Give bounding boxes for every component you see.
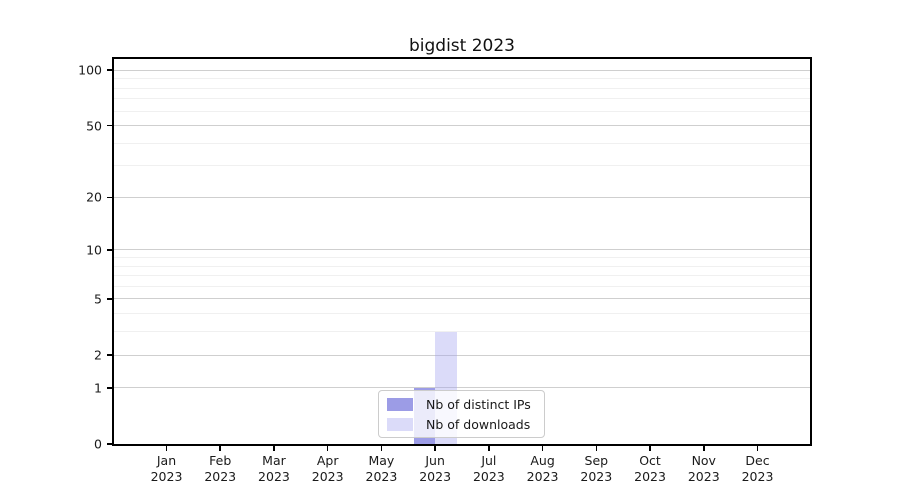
gridline-major [114, 196, 810, 198]
x-tick-label: Dec 2023 [741, 453, 774, 485]
gridline-major [114, 125, 810, 127]
x-tick-mark [219, 446, 222, 451]
gridline-minor [114, 110, 810, 112]
y-tick-label: 5 [94, 291, 102, 307]
plot-area: 0 1 2 5 10 20 50 100 Jan 2023 Feb 2023 Mar 2023 Ap… [78, 57, 812, 484]
gridline-minor [114, 313, 810, 315]
x-tick-label: Jan 2023 [150, 453, 183, 485]
y-tick-mark [107, 298, 112, 300]
x-tick-label: May 2023 [365, 453, 398, 485]
y-tick-label: 1 [94, 380, 102, 396]
x-tick-mark [649, 446, 651, 451]
x-tick-label: Feb 2023 [204, 453, 237, 485]
gridline-minor [114, 142, 810, 144]
legend-swatch-downloads-icon [387, 417, 413, 431]
x-tick-mark [273, 446, 275, 451]
gridline-minor [114, 165, 810, 167]
gridline-major [114, 387, 810, 389]
y-tick-label: 100 [78, 62, 102, 78]
y-tick-label: 0 [94, 436, 102, 452]
x-tick-mark [702, 446, 705, 451]
x-tick-label: Jul 2023 [472, 453, 505, 485]
legend-label-distinct-ips: Nb of distinct IPs [426, 396, 531, 412]
legend-swatch-distinct-ips-icon [387, 397, 413, 411]
gridline-minor [114, 257, 810, 258]
x-tick-label: Oct 2023 [634, 453, 666, 485]
x-tick-label: Aug 2023 [526, 453, 559, 485]
gridline-major [114, 249, 810, 251]
legend-label-downloads: Nb of downloads [426, 416, 531, 432]
legend-entry-downloads: Nb of downloads [387, 416, 536, 433]
y-tick-mark [107, 387, 112, 389]
gridline-major [114, 298, 810, 300]
y-tick-mark [107, 69, 112, 71]
chart-title: bigdist 2023 [408, 36, 515, 56]
x-tick-label: Apr 2023 [311, 453, 344, 485]
x-tick-label: Sep 2023 [580, 453, 613, 485]
x-tick-mark [326, 446, 329, 451]
y-tick-mark [107, 196, 112, 199]
x-tick-label: Nov 2023 [687, 453, 720, 485]
x-tick-mark [595, 446, 598, 451]
gridline-minor [114, 265, 810, 267]
y-tick-mark [107, 248, 112, 251]
x-tick-mark [434, 446, 436, 451]
x-tick-label: Mar 2023 [258, 453, 290, 485]
gridline-major [114, 69, 810, 71]
gridline-minor [114, 78, 810, 80]
legend-entry-distinct-ips: Nb of distinct IPs [387, 396, 536, 413]
legend: Nb of distinct IPs Nb of downloads [378, 390, 545, 438]
gridline-minor [114, 285, 810, 287]
x-tick-mark [488, 446, 490, 451]
gridline-minor [114, 87, 810, 89]
x-tick-mark [541, 446, 544, 451]
y-tick-label: 50 [86, 118, 102, 134]
x-axis-ticks: Jan 2023 Feb 2023 Mar 2023 Apr 2023 May 2023… [114, 59, 810, 484]
gridline-minor [114, 98, 810, 100]
x-tick-mark [756, 446, 759, 451]
y-tick-mark [107, 443, 112, 445]
y-tick-mark [107, 124, 112, 127]
x-tick-mark [165, 446, 168, 451]
gridlines-layer [114, 59, 810, 444]
y-tick-label: 2 [94, 347, 102, 363]
y-tick-mark [107, 354, 112, 356]
x-tick-label: Jun 2023 [419, 453, 452, 485]
gridline-minor [114, 331, 810, 333]
y-axis-ticks: 0 1 2 5 10 20 50 100 [78, 59, 810, 452]
x-tick-mark [380, 446, 383, 451]
gridline-major [114, 354, 810, 356]
gridline-minor [114, 275, 810, 277]
y-tick-label: 20 [86, 189, 102, 205]
y-tick-label: 10 [86, 242, 102, 258]
